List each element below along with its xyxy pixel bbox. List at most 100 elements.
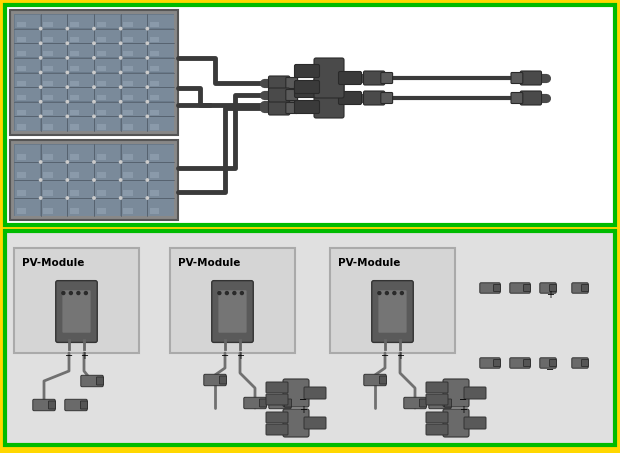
Bar xyxy=(43,37,53,42)
Bar xyxy=(94,14,120,28)
Bar xyxy=(41,73,67,87)
Bar xyxy=(41,180,67,198)
FancyBboxPatch shape xyxy=(443,379,469,407)
FancyBboxPatch shape xyxy=(266,412,288,423)
Bar xyxy=(121,198,147,216)
Bar xyxy=(70,154,79,160)
Circle shape xyxy=(146,197,149,199)
FancyBboxPatch shape xyxy=(420,399,427,407)
Circle shape xyxy=(393,292,396,294)
FancyBboxPatch shape xyxy=(260,399,267,407)
Circle shape xyxy=(120,197,122,199)
Bar xyxy=(97,172,106,178)
Bar xyxy=(148,58,174,72)
Bar xyxy=(43,81,53,86)
Circle shape xyxy=(226,292,228,294)
Bar xyxy=(43,22,53,27)
Bar xyxy=(10,10,178,135)
Text: +: + xyxy=(236,351,244,361)
FancyBboxPatch shape xyxy=(540,358,556,368)
Bar xyxy=(17,37,26,42)
Bar xyxy=(148,73,174,87)
FancyBboxPatch shape xyxy=(266,424,288,435)
Text: +: + xyxy=(299,405,307,415)
Circle shape xyxy=(233,292,236,294)
FancyBboxPatch shape xyxy=(523,284,531,291)
Bar xyxy=(68,102,94,116)
Circle shape xyxy=(40,71,42,74)
Bar xyxy=(148,117,174,130)
Bar xyxy=(123,95,133,100)
FancyBboxPatch shape xyxy=(304,387,326,399)
FancyBboxPatch shape xyxy=(218,290,247,333)
Bar xyxy=(148,198,174,216)
Bar xyxy=(70,37,79,42)
FancyBboxPatch shape xyxy=(480,283,500,293)
Bar xyxy=(68,14,94,28)
Bar xyxy=(41,145,67,162)
Bar xyxy=(14,44,40,58)
Bar xyxy=(41,44,67,58)
Bar xyxy=(43,66,53,71)
Circle shape xyxy=(66,197,69,199)
Bar xyxy=(150,81,159,86)
Circle shape xyxy=(146,179,149,181)
Bar xyxy=(14,14,40,28)
FancyBboxPatch shape xyxy=(363,71,384,85)
Bar xyxy=(41,87,67,101)
FancyBboxPatch shape xyxy=(330,248,455,353)
Circle shape xyxy=(401,292,404,294)
FancyBboxPatch shape xyxy=(372,281,414,342)
FancyBboxPatch shape xyxy=(268,98,290,112)
Bar xyxy=(123,66,133,71)
Bar xyxy=(150,66,159,71)
FancyBboxPatch shape xyxy=(266,382,288,393)
FancyBboxPatch shape xyxy=(523,360,531,366)
Circle shape xyxy=(66,28,69,30)
Bar xyxy=(17,190,26,196)
FancyBboxPatch shape xyxy=(381,92,392,103)
Bar xyxy=(68,29,94,43)
Bar xyxy=(14,73,40,87)
Circle shape xyxy=(146,101,149,103)
Bar xyxy=(150,37,159,42)
Bar xyxy=(14,87,40,101)
Circle shape xyxy=(66,161,69,163)
Bar xyxy=(70,110,79,115)
Circle shape xyxy=(386,292,388,294)
FancyBboxPatch shape xyxy=(283,379,309,407)
Bar xyxy=(123,154,133,160)
FancyBboxPatch shape xyxy=(294,85,319,97)
Circle shape xyxy=(93,86,95,88)
Bar xyxy=(94,44,120,58)
FancyBboxPatch shape xyxy=(510,283,530,293)
Text: +: + xyxy=(546,290,554,300)
Bar xyxy=(68,198,94,216)
FancyBboxPatch shape xyxy=(426,412,448,423)
FancyBboxPatch shape xyxy=(294,101,319,114)
Bar xyxy=(68,145,94,162)
Bar xyxy=(43,154,53,160)
Bar xyxy=(70,66,79,71)
Bar xyxy=(123,22,133,27)
Bar xyxy=(148,145,174,162)
Bar xyxy=(150,154,159,160)
Circle shape xyxy=(241,292,244,294)
FancyBboxPatch shape xyxy=(65,399,87,411)
FancyBboxPatch shape xyxy=(443,409,469,437)
Bar xyxy=(97,66,106,71)
Bar xyxy=(17,125,26,130)
Bar xyxy=(123,190,133,196)
FancyBboxPatch shape xyxy=(33,399,55,411)
Bar xyxy=(17,22,26,27)
Circle shape xyxy=(62,292,65,294)
FancyBboxPatch shape xyxy=(404,397,426,409)
FancyBboxPatch shape xyxy=(81,401,87,409)
Bar xyxy=(121,163,147,179)
Circle shape xyxy=(120,28,122,30)
FancyBboxPatch shape xyxy=(219,376,226,384)
Circle shape xyxy=(146,86,149,88)
Circle shape xyxy=(378,292,381,294)
Bar xyxy=(94,73,120,87)
Bar xyxy=(94,163,120,179)
